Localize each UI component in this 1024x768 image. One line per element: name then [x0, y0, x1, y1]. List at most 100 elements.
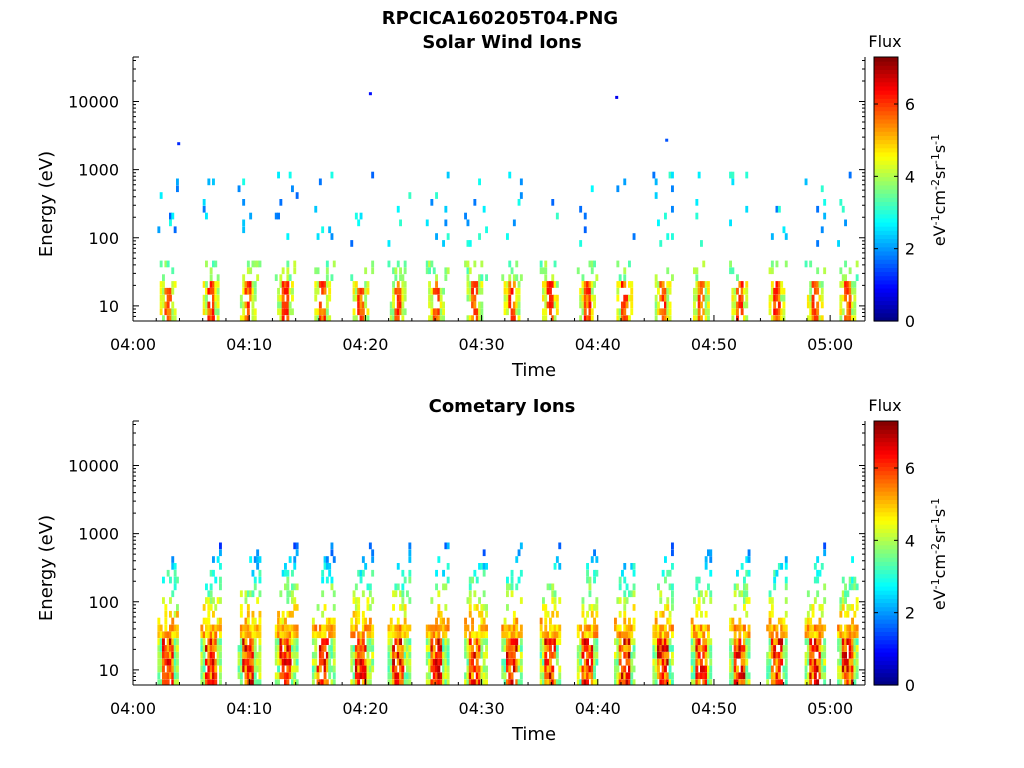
colorbar-step: [874, 160, 898, 165]
flux-cell: [709, 569, 713, 577]
flux-cell: [811, 658, 815, 666]
flux-cell: [471, 281, 474, 288]
flux-cell: [618, 610, 622, 618]
flux-cell: [399, 308, 402, 316]
flux-cell: [773, 576, 777, 584]
unit-base: sr: [930, 528, 949, 543]
flux-cell: [435, 308, 438, 316]
flux-cell: [743, 679, 746, 685]
flux-cell: [693, 631, 696, 639]
flux-cell: [743, 624, 746, 632]
flux-cell: [811, 308, 815, 316]
flux-cell: [314, 665, 318, 673]
flux-cell: [318, 624, 322, 632]
flux-cell: [851, 604, 854, 611]
flux-cell: [697, 651, 701, 659]
flux-cell: [482, 590, 486, 598]
flux-cell: [731, 287, 735, 295]
flux-cell: [293, 645, 297, 652]
flux-cell: [811, 651, 815, 659]
flux-cell: [733, 301, 737, 309]
flux-cell: [311, 679, 315, 685]
flux-cell: [809, 308, 813, 316]
flux-cell: [780, 315, 784, 321]
unit-exponent: -2: [929, 543, 942, 554]
flux-cell: [162, 651, 165, 659]
flux-cell: [618, 638, 622, 645]
flux-cell: [539, 617, 543, 625]
flux-cell: [169, 638, 172, 645]
flux-cell: [209, 645, 213, 652]
flux-cell: [632, 651, 636, 659]
flux-cell: [823, 645, 827, 652]
flux-cell: [478, 651, 481, 659]
flux-cell: [212, 294, 215, 302]
colorbar-step: [874, 581, 898, 587]
flux-cell: [740, 624, 744, 632]
figure-title: RPCICA160205T04.PNG: [382, 8, 618, 29]
colorbar-step: [874, 598, 898, 604]
flux-cell: [394, 665, 398, 673]
flux-cell: [396, 617, 400, 625]
flux-cell: [354, 651, 358, 659]
flux-cell: [733, 631, 737, 639]
flux-cell: [731, 171, 735, 179]
flux-cell: [246, 287, 250, 295]
flux-cell: [323, 308, 327, 316]
flux-cell: [207, 604, 211, 611]
flux-cell: [354, 658, 358, 666]
colorbar-step: [874, 449, 898, 455]
flux-cell: [709, 658, 713, 666]
flux-cell: [581, 679, 585, 685]
flux-cell: [666, 638, 670, 645]
flux-cell: [171, 638, 175, 645]
flux-cell: [816, 556, 820, 563]
flux-cell: [657, 665, 660, 673]
colorbar-step: [874, 156, 898, 161]
flux-cell: [425, 672, 429, 680]
flux-cell: [368, 604, 372, 611]
flux-cell: [288, 274, 292, 281]
flux-cell: [475, 315, 479, 321]
colorbar-step: [874, 85, 898, 91]
flux-cell: [371, 645, 375, 652]
x-axis-label: Time: [511, 724, 556, 745]
flux-cell: [671, 590, 674, 598]
flux-cell: [171, 301, 175, 309]
flux-cell: [442, 287, 445, 295]
flux-cell: [442, 569, 445, 577]
flux-cell: [816, 301, 820, 309]
flux-cell: [733, 294, 737, 302]
flux-cell: [851, 315, 854, 321]
flux-cell: [583, 226, 587, 234]
flux-cell: [368, 645, 372, 652]
colorbar-step: [874, 656, 898, 661]
flux-cell: [816, 205, 820, 213]
flux-cell: [704, 679, 708, 685]
flux-cell: [446, 645, 450, 652]
flux-cell: [437, 604, 441, 611]
flux-cell: [630, 301, 634, 309]
colorbar-step: [874, 193, 898, 198]
flux-cell: [664, 631, 667, 639]
flux-cell: [539, 267, 543, 275]
flux-cell: [216, 274, 220, 281]
flux-cell: [468, 610, 472, 618]
flux-cell: [368, 638, 372, 645]
flux-cell: [555, 610, 559, 618]
flux-cell: [212, 679, 215, 685]
flux-cell: [401, 583, 405, 591]
flux-cell: [396, 315, 400, 321]
flux-cell: [403, 604, 407, 611]
flux-cell: [162, 631, 165, 639]
flux-cell: [839, 672, 843, 680]
flux-cell: [544, 610, 548, 618]
flux-cell: [519, 569, 523, 577]
flux-cell: [515, 617, 519, 625]
flux-cell: [595, 631, 599, 639]
flux-cell: [745, 569, 749, 577]
flux-cell: [293, 665, 297, 673]
flux-cell: [368, 590, 372, 598]
flux-cell: [623, 624, 627, 632]
flux-cell: [506, 658, 509, 666]
